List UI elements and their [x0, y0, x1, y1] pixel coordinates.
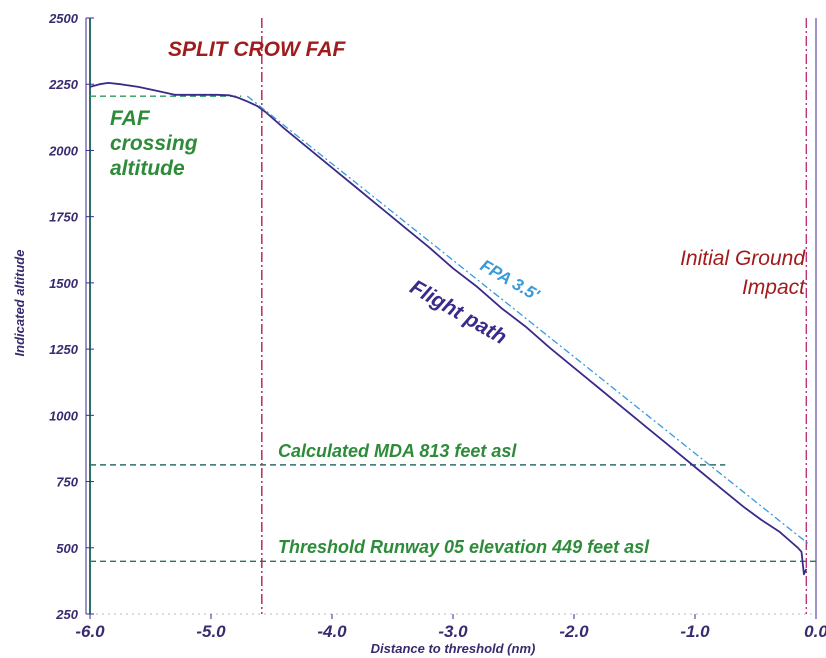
y-axis-title: Indicated altitude — [12, 250, 27, 357]
x-tick-label: -4.0 — [317, 622, 347, 641]
y-tick-label: 2000 — [48, 143, 79, 158]
y-tick-label: 2500 — [48, 11, 79, 26]
y-tick-label: 1750 — [49, 210, 79, 225]
annotation-label: FPA 3.5' — [477, 256, 543, 305]
x-tick-label: 0.0 — [804, 622, 826, 641]
y-tick-label: 250 — [55, 607, 78, 622]
annotation-label: Impact — [742, 276, 806, 299]
annotation-label: FAF — [110, 107, 151, 130]
annotation-label: Flight path — [406, 276, 510, 350]
x-tick-label: -1.0 — [680, 622, 710, 641]
axis-ticks: 250 500 750 1000 1250 1500 1750 2000 2250 2500 -6.… — [48, 11, 826, 641]
y-tick-label: 1250 — [49, 342, 79, 357]
annotation-label: SPLIT CROW FAF — [168, 38, 346, 61]
series-line — [246, 95, 811, 546]
annotation-label: crossing — [110, 132, 198, 155]
reference-lines — [90, 18, 816, 614]
annotation-label: Initial Ground — [680, 247, 806, 270]
y-tick-label: 1000 — [49, 408, 79, 423]
annotation-label: Calculated MDA 813 feet asl — [278, 441, 517, 461]
annotation-label: altitude — [110, 157, 185, 180]
y-tick-label: 2250 — [48, 77, 79, 92]
y-tick-label: 500 — [56, 541, 78, 556]
x-tick-label: -2.0 — [559, 622, 589, 641]
y-tick-label: 1500 — [49, 276, 79, 291]
x-tick-label: -3.0 — [438, 622, 468, 641]
annotation-label: Threshold Runway 05 elevation 449 feet a… — [278, 537, 650, 557]
series-lines — [89, 82, 811, 576]
x-tick-label: -6.0 — [75, 622, 105, 641]
x-tick-label: -5.0 — [196, 622, 226, 641]
x-axis-title: Distance to threshold (nm) — [371, 641, 536, 656]
series-line — [89, 82, 808, 576]
y-tick-label: 750 — [56, 475, 78, 490]
